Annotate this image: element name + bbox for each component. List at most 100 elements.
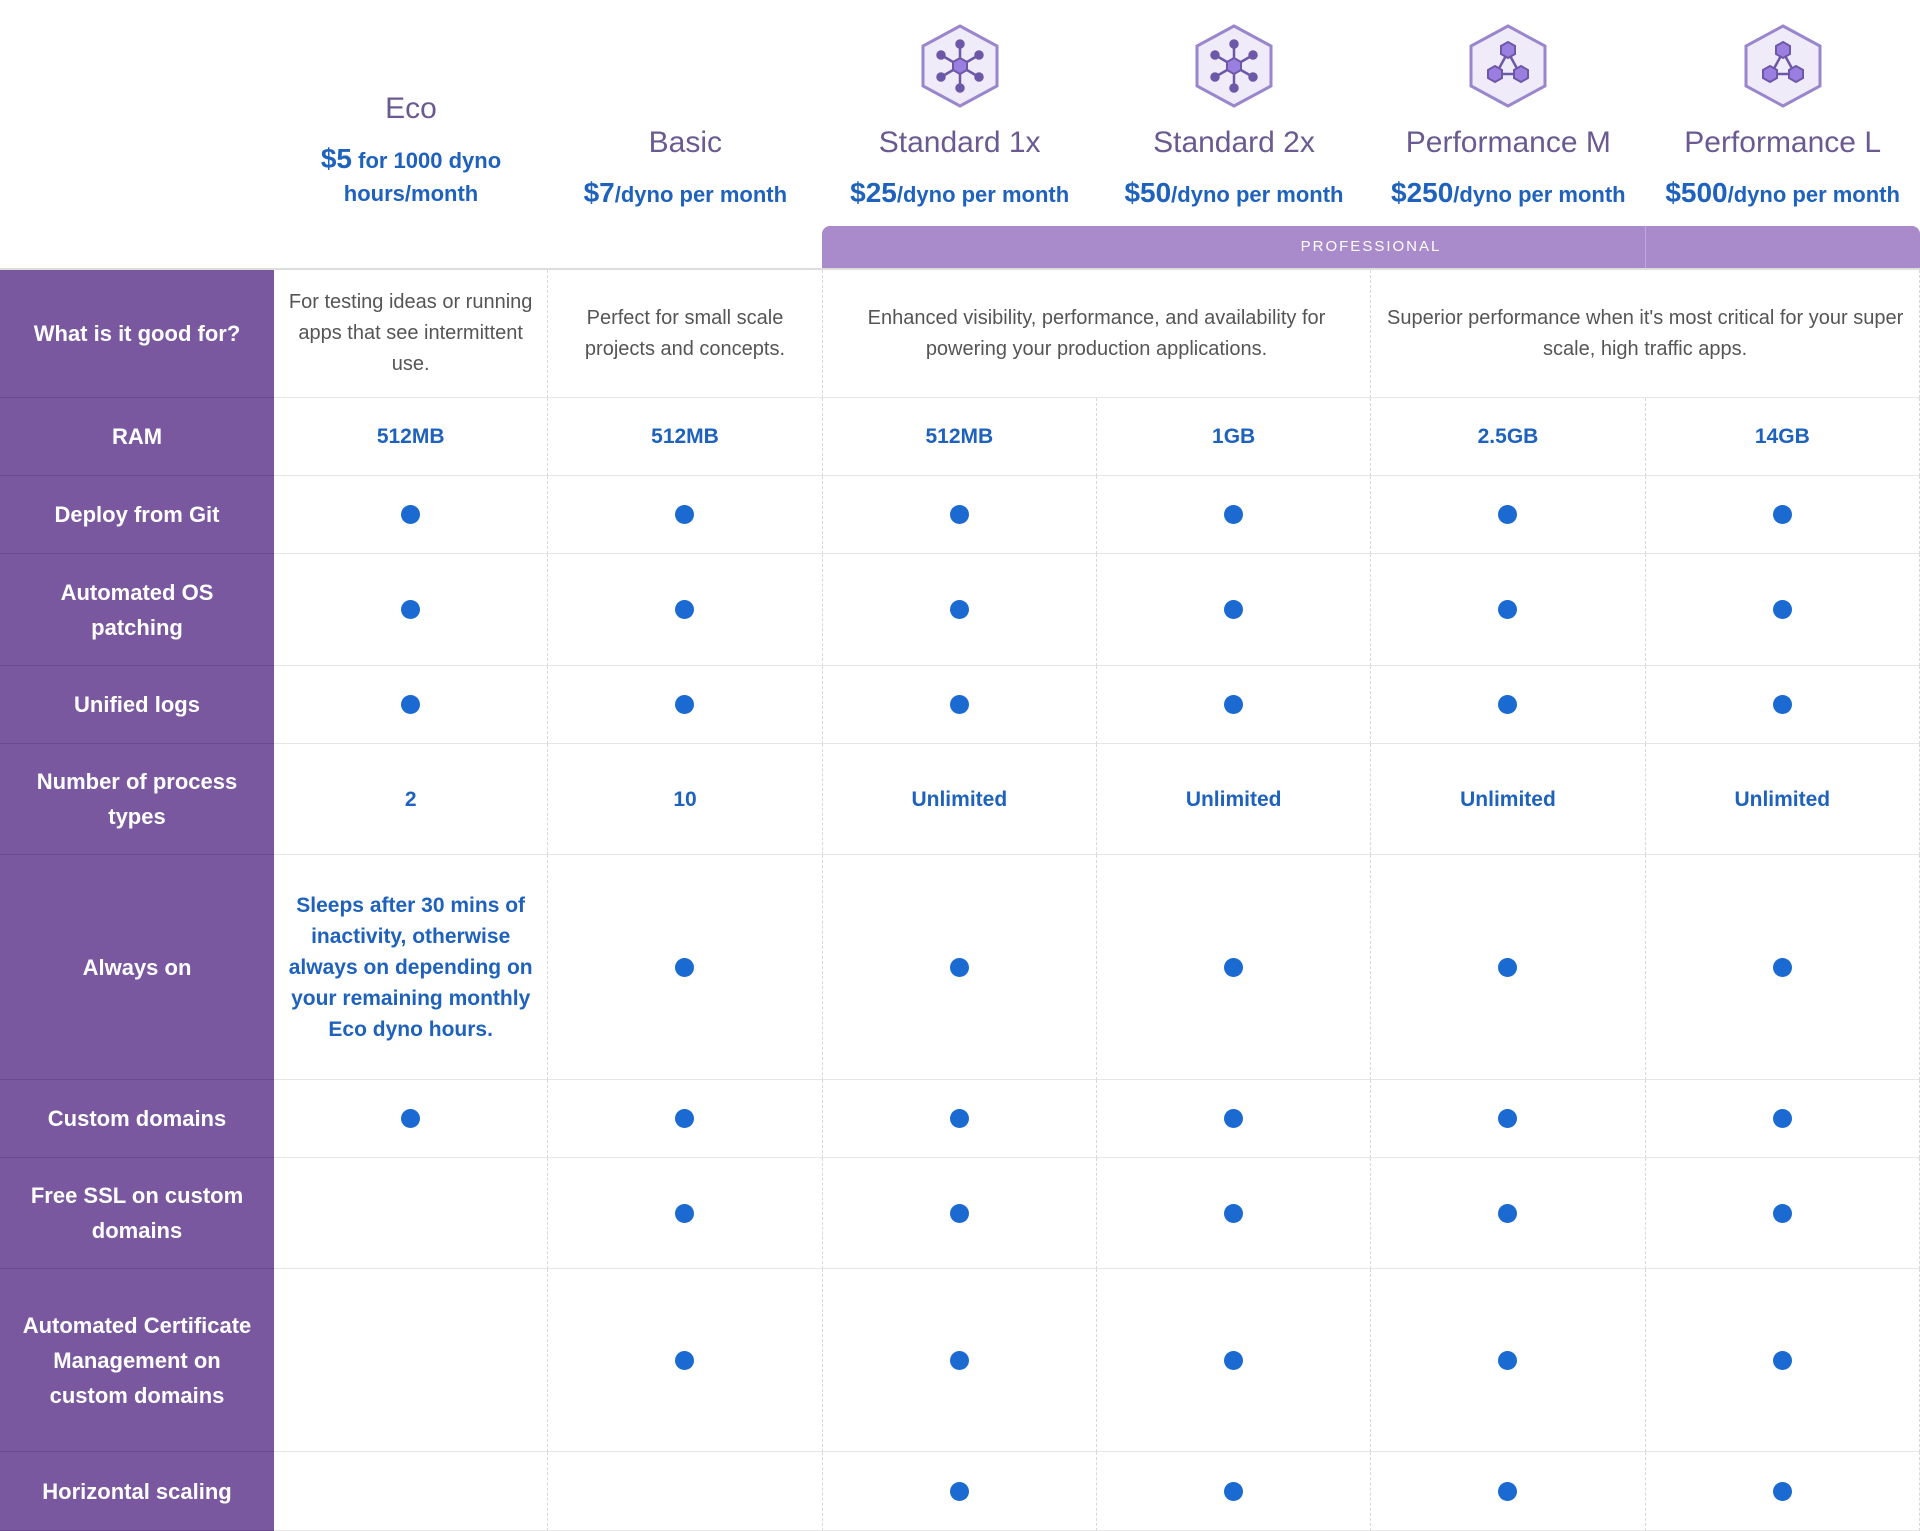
row-label: Horizontal scaling [0, 1452, 274, 1531]
included-dot-icon [1498, 1203, 1518, 1223]
price-amount: $50 [1124, 177, 1172, 208]
table-cell [548, 554, 823, 666]
table-cell [1371, 855, 1646, 1080]
included-dot-icon [675, 1350, 695, 1370]
table-cell [1096, 1269, 1372, 1452]
table-cell [1096, 1452, 1372, 1531]
hexagon-network-icon [1194, 24, 1274, 108]
table-cell [822, 476, 1097, 554]
row-label: What is it good for? [0, 270, 274, 398]
included-dot-icon [1224, 1350, 1244, 1370]
included-dot-icon [949, 505, 969, 524]
included-dot-icon [675, 957, 695, 977]
included-dot-icon [1224, 1203, 1244, 1223]
included-dot-icon [401, 1109, 421, 1128]
plan-title: Standard 1x [878, 126, 1041, 159]
table-cell [1096, 554, 1372, 666]
plan-price: $50/dyno per month [1097, 176, 1371, 211]
table-cell [822, 1452, 1097, 1531]
price-amount: $5 [320, 143, 352, 174]
hexagon-cluster-icon [1468, 24, 1548, 108]
included-dot-icon [1498, 1481, 1518, 1501]
table-cell: Sleeps after 30 mins of inactivity, othe… [274, 855, 549, 1080]
included-dot-icon [1772, 505, 1792, 524]
included-dot-icon [675, 505, 695, 524]
table-cell [274, 476, 549, 554]
table-cell: Perfect for small scale projects and con… [548, 270, 823, 398]
professional-banner: PROFESSIONAL [822, 226, 1920, 268]
included-dot-icon [949, 957, 969, 977]
table-cell [1645, 1269, 1920, 1452]
included-dot-icon [1224, 957, 1244, 977]
price-amount: $25 [850, 177, 897, 208]
price-amount: $250 [1391, 177, 1454, 208]
row-label: Automated Certificate Management on cust… [0, 1269, 274, 1452]
plan-price: $250/dyno per month [1371, 176, 1645, 211]
included-dot-icon [675, 1109, 695, 1128]
table-cell [1645, 1158, 1920, 1269]
included-dot-icon [949, 1350, 969, 1370]
table-cell [1371, 1158, 1646, 1269]
included-dot-icon [1772, 957, 1792, 977]
plan-price: $25/dyno per month [823, 176, 1097, 211]
included-dot-icon [1498, 1350, 1518, 1370]
included-dot-icon [949, 600, 969, 619]
included-dot-icon [401, 505, 421, 524]
plan-header-performance-l: Performance L $500/dyno per month [1646, 0, 1920, 226]
included-dot-icon [949, 695, 969, 714]
table-cell [1645, 855, 1920, 1080]
table-cell: Unlimited [1096, 744, 1372, 855]
table-cell: For testing ideas or running apps that s… [274, 270, 549, 398]
table-cell [822, 1080, 1097, 1158]
table-cell [274, 1158, 549, 1269]
plan-price: $500/dyno per month [1646, 176, 1920, 211]
table-cell [1096, 1158, 1372, 1269]
row-label: Free SSL on custom domains [0, 1158, 274, 1269]
included-dot-icon [1772, 1109, 1792, 1128]
table-cell: 2 [274, 744, 549, 855]
table-cell: 512MB [548, 398, 823, 476]
table-cell [548, 1452, 823, 1531]
price-unit: /dyno per month [1171, 182, 1344, 207]
included-dot-icon [1498, 505, 1518, 524]
table-cell [274, 666, 549, 744]
hexagon-cluster-icon [1743, 24, 1823, 108]
table-cell [274, 1452, 549, 1531]
comparison-table: What is it good for? For testing ideas or… [0, 268, 1920, 1531]
banner-divider [1645, 226, 1646, 268]
plan-title: Basic [648, 126, 722, 159]
included-dot-icon [1498, 600, 1518, 619]
table-cell [822, 666, 1097, 744]
included-dot-icon [949, 1203, 969, 1223]
plan-header-performance-m: Performance M $250/dyno per month [1371, 0, 1645, 226]
price-amount: $500 [1665, 177, 1728, 208]
row-label: Always on [0, 855, 274, 1080]
plan-price: $5 for 1000 dyno hours/month [274, 142, 548, 210]
included-dot-icon [401, 695, 421, 714]
table-cell: 512MB [274, 398, 549, 476]
table-cell [1645, 554, 1920, 666]
plan-title: Performance L [1684, 126, 1882, 159]
included-dot-icon [1224, 505, 1244, 524]
table-cell [1645, 666, 1920, 744]
included-dot-icon [1224, 600, 1244, 619]
row-label: Deploy from Git [0, 476, 274, 554]
plan-title: Standard 2x [1153, 126, 1315, 159]
professional-label: PROFESSIONAL [1300, 238, 1442, 255]
included-dot-icon [1498, 695, 1518, 714]
table-cell [822, 554, 1097, 666]
included-dot-icon [1772, 600, 1792, 619]
plan-header-standard-1x: Standard 1x $25/dyno per month [823, 0, 1097, 226]
included-dot-icon [675, 600, 695, 619]
table-cell [1371, 476, 1646, 554]
row-label: RAM [0, 398, 274, 476]
table-cell [1371, 666, 1646, 744]
included-dot-icon [1498, 957, 1518, 977]
included-dot-icon [949, 1481, 969, 1501]
table-cell [548, 666, 823, 744]
price-unit: /dyno per month [1453, 182, 1626, 207]
table-cell: Enhanced visibility, performance, and av… [822, 270, 1372, 398]
table-cell [1096, 855, 1372, 1080]
plan-header-standard-2x: Standard 2x $50/dyno per month [1097, 0, 1371, 226]
price-unit: /dyno per month [896, 182, 1070, 207]
